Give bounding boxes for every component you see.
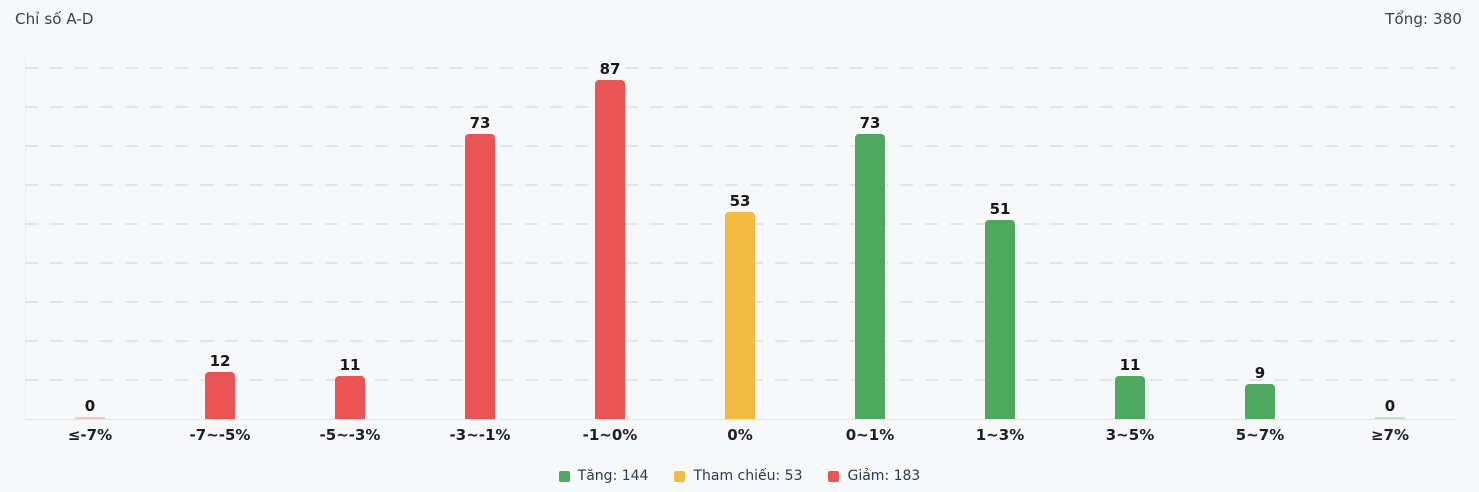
bar[interactable]: [465, 134, 495, 419]
x-axis-label: -1~0%: [582, 426, 638, 444]
bar-column: 9: [1195, 55, 1325, 419]
gridline: [25, 106, 1455, 108]
bar[interactable]: [335, 376, 365, 419]
chart-plot-area: 0 12 11 73 87 53 73 51 11 9 0: [25, 55, 1455, 420]
bar-series: 0 12 11 73 87 53 73 51 11 9 0: [25, 55, 1455, 419]
legend-label: Tăng: 144: [577, 468, 649, 484]
x-axis-label: -7~-5%: [189, 426, 251, 444]
bar[interactable]: [595, 80, 625, 419]
gridline: [25, 145, 1455, 147]
bar[interactable]: [205, 372, 235, 419]
x-axis-label: 3~5%: [1105, 426, 1155, 444]
gridline: [25, 184, 1455, 186]
gridline: [25, 67, 1455, 69]
bar-value-label: 87: [599, 59, 621, 78]
x-axis-label: -5~-3%: [319, 426, 381, 444]
bar-value-label: 11: [1119, 355, 1141, 374]
x-axis-label: ≤-7%: [67, 426, 113, 444]
bar[interactable]: [985, 220, 1015, 419]
bar-column: 12: [155, 55, 285, 419]
x-axis-label: 0~1%: [845, 426, 895, 444]
bar-value-label: 9: [1254, 363, 1266, 382]
x-axis-label: 0%: [727, 426, 753, 444]
bar-value-label: 73: [859, 113, 881, 132]
x-axis-label: 1~3%: [975, 426, 1025, 444]
page-title: Chỉ số A-D: [15, 10, 94, 28]
bar-column: 51: [935, 55, 1065, 419]
legend-label: Giảm: 183: [847, 468, 921, 484]
bar-value-label: 73: [469, 113, 491, 132]
bar-value-label: 53: [729, 191, 751, 210]
bar-value-label: 0: [84, 396, 96, 415]
bar[interactable]: [855, 134, 885, 419]
bar-column: 73: [415, 55, 545, 419]
x-axis-label: -3~-1%: [449, 426, 511, 444]
bar-column: 0: [25, 55, 155, 419]
x-axis: ≤-7% -7~-5% -5~-3% -3~-1% -1~0% 0% 0~1% 1~3% 3~5…: [25, 426, 1455, 444]
bar-column: 87: [545, 55, 675, 419]
chart-legend: Tăng: 144 Tham chiếu: 53 Giảm: 183: [0, 468, 1479, 484]
total-badge: Tổng: 380: [1385, 10, 1462, 28]
bar[interactable]: [1115, 376, 1145, 419]
bar-column: 0: [1325, 55, 1455, 419]
bar[interactable]: [75, 417, 105, 419]
legend-swatch-reference: [674, 470, 686, 482]
legend-label: Tham chiếu: 53: [693, 468, 803, 484]
legend-item-down[interactable]: Giảm: 183: [828, 468, 920, 484]
bar[interactable]: [725, 212, 755, 419]
bar-column: 11: [285, 55, 415, 419]
bar-column: 73: [805, 55, 935, 419]
bar-value-label: 11: [339, 355, 361, 374]
bar-value-label: 51: [989, 199, 1011, 218]
chart-header: Chỉ số A-D Tổng: 380: [15, 10, 1462, 28]
bar-value-label: 0: [1384, 396, 1396, 415]
legend-item-reference[interactable]: Tham chiếu: 53: [674, 468, 802, 484]
bar-value-label: 12: [209, 351, 231, 370]
legend-swatch-down: [828, 470, 840, 482]
bar-column: 11: [1065, 55, 1195, 419]
legend-swatch-up: [558, 470, 570, 482]
legend-item-up[interactable]: Tăng: 144: [558, 468, 649, 484]
x-axis-label: 5~7%: [1235, 426, 1285, 444]
x-axis-label: ≥7%: [1370, 426, 1410, 444]
bar-column: 53: [675, 55, 805, 419]
bar[interactable]: [1375, 417, 1405, 419]
bar[interactable]: [1245, 384, 1275, 419]
